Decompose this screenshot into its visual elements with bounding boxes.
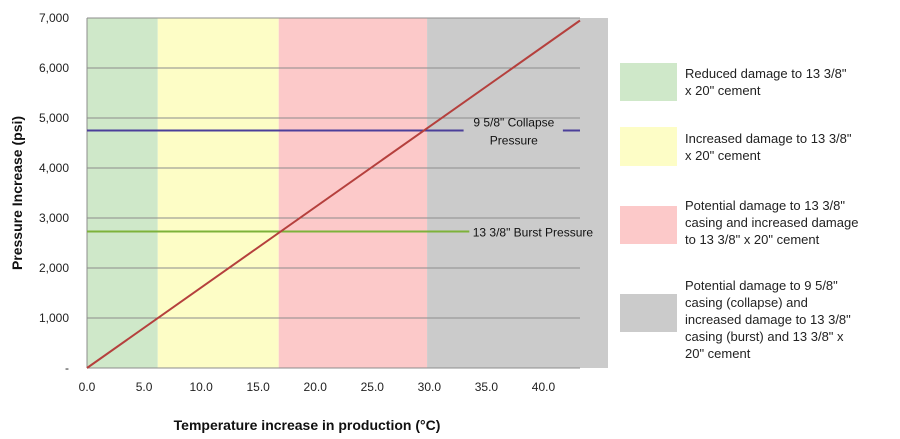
y-axis-title: Pressure Increase (psi) [9,116,25,270]
x-tick-label: 30.0 [418,380,442,394]
legend-swatch-2 [620,127,677,166]
legend-label: increased damage to 13 3/8" [685,312,851,327]
y-tick-label: - [65,361,69,375]
legend-swatch-4 [620,294,677,332]
legend-label: casing (collapse) and [685,295,808,310]
x-tick-label: 25.0 [361,380,385,394]
legend-label: casing and increased damage [685,215,858,230]
x-axis-title: Temperature increase in production (°C) [174,417,441,433]
legend-label: x 20" cement [685,83,761,98]
legend-label: 20" cement [685,346,751,361]
zone-band-2 [157,18,279,368]
y-tick-label: 6,000 [39,61,69,75]
y-tick-label: 7,000 [39,11,69,25]
legend-swatch-3 [620,206,677,244]
y-tick-label: 3,000 [39,211,69,225]
reference-line-label: 9 5/8" Collapse [473,116,554,130]
y-tick-label: 4,000 [39,161,69,175]
y-tick-label: 2,000 [39,261,69,275]
x-tick-label: 0.0 [79,380,96,394]
y-tick-label: 1,000 [39,311,69,325]
reference-line-label: Pressure [490,134,538,148]
y-tick-label: 5,000 [39,111,69,125]
x-tick-label: 15.0 [247,380,271,394]
legend-label: Reduced damage to 13 3/8" [685,66,847,81]
legend-label: Potential damage to 9 5/8" [685,278,838,293]
zone-band-3 [278,18,428,368]
legend-label: Potential damage to 13 3/8" [685,198,845,213]
zone-band-4 [427,18,608,368]
legend-label: to 13 3/8" x 20" cement [685,232,820,247]
legend-swatch-1 [620,63,677,101]
x-tick-label: 10.0 [189,380,213,394]
legend-label: Increased damage to 13 3/8" [685,131,852,146]
x-tick-label: 35.0 [475,380,499,394]
legend-label: casing (burst) and 13 3/8" x [685,329,844,344]
legend-label: x 20" cement [685,148,761,163]
series-line [86,19,581,369]
x-tick-label: 40.0 [532,380,556,394]
x-tick-label: 5.0 [136,380,153,394]
reference-line-label: 13 3/8" Burst Pressure [473,226,594,240]
zone-band-1 [87,18,158,368]
x-tick-label: 20.0 [304,380,328,394]
